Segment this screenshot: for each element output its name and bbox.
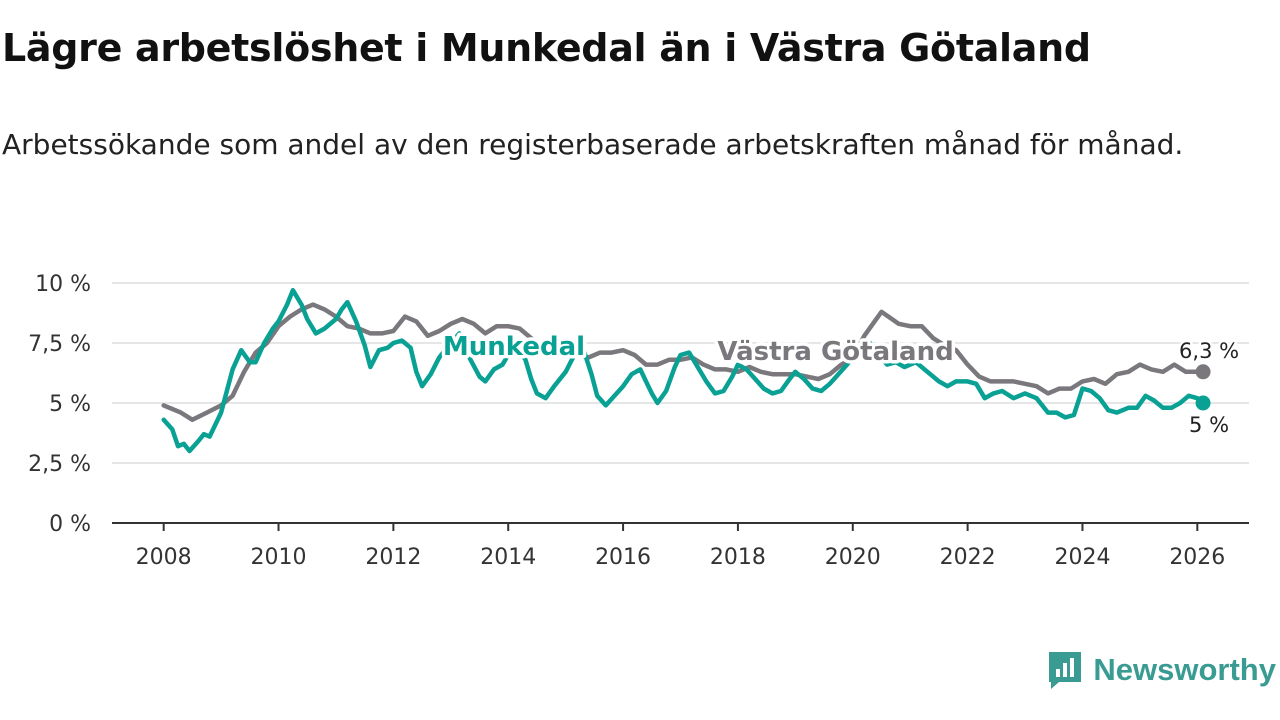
series-endpoint-v-stra-g-taland [1195, 364, 1211, 380]
series-group [161, 287, 1211, 454]
y-axis: 0 % 2,5 % 5 % 7,5 % 10 % [28, 272, 91, 537]
series-end-label-munkedal: 5 % [1189, 413, 1229, 437]
x-tick-label: 2022 [940, 545, 996, 570]
y-tick-label: 0 % [49, 512, 91, 537]
brand-name: Newsworthy [1093, 652, 1276, 687]
gridlines [112, 282, 1249, 464]
x-tick-label: 2026 [1169, 545, 1225, 570]
x-tick-label: 2020 [825, 545, 881, 570]
x-axis: 2008 2010 2012 2014 2016 2018 2020 2022 2024 2026 [112, 522, 1249, 570]
x-tick-label: 2018 [710, 545, 766, 570]
newsworthy-logo-icon [1049, 652, 1082, 689]
series-line-munkedal [161, 287, 1206, 454]
series-endpoint-munkedal [1195, 395, 1211, 411]
series-end-label-v-stra-g-taland: 6,3 % [1179, 339, 1239, 363]
series-label-munkedal: Munkedal [443, 332, 585, 362]
series-label-v-stra-g-taland: Västra Götaland [717, 337, 953, 367]
line-chart: 0 % 2,5 % 5 % 7,5 % 10 % 2008 2010 2012 2014 201… [28, 272, 1249, 570]
y-tick-label: 5 % [49, 392, 91, 417]
x-tick-label: 2008 [136, 545, 192, 570]
chart-title: Lägre arbetslöshet i Munkedal än i Västr… [2, 26, 1091, 70]
newsworthy-brand: Newsworthy [1047, 650, 1276, 690]
y-tick-label: 10 % [35, 272, 91, 297]
x-tick-label: 2012 [365, 545, 421, 570]
x-tick-label: 2010 [251, 545, 307, 570]
x-tick-label: 2014 [480, 545, 536, 570]
series-labels: 6,3 % 5 % Västra Götaland Munkedal [439, 329, 1241, 440]
y-tick-label: 2,5 % [28, 452, 91, 477]
x-tick-label: 2016 [595, 545, 651, 570]
y-tick-label: 7,5 % [28, 332, 91, 357]
x-tick-label: 2024 [1054, 545, 1110, 570]
chart-subtitle: Arbetssökande som andel av den registerb… [2, 128, 1184, 161]
